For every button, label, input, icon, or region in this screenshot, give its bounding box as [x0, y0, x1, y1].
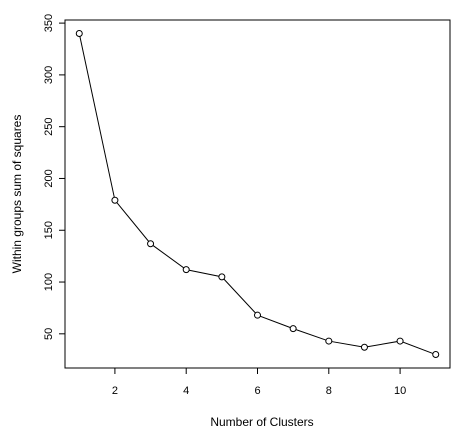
- data-point: [218, 273, 226, 281]
- y-tick-label: 200: [43, 169, 55, 187]
- x-axis-title: Number of Clusters: [210, 415, 313, 429]
- x-tick-label: 10: [394, 385, 406, 397]
- data-point: [432, 351, 440, 359]
- y-tick-label: 50: [43, 328, 55, 340]
- data-points: [75, 29, 440, 359]
- data-point: [75, 29, 83, 37]
- data-point: [396, 337, 404, 345]
- data-point: [182, 266, 190, 274]
- x-axis: 2 4 6 8 10: [112, 368, 406, 397]
- y-tick-label: 150: [43, 221, 55, 239]
- x-tick-label: 6: [254, 385, 260, 397]
- y-tick-label: 350: [43, 14, 55, 32]
- x-tick-label: 8: [326, 385, 332, 397]
- x-tick-label: 4: [183, 385, 189, 397]
- series-line: [78, 33, 436, 356]
- y-tick-label: 250: [43, 117, 55, 135]
- data-point: [325, 337, 333, 345]
- y-tick-label: 100: [43, 273, 55, 291]
- data-point: [254, 311, 261, 319]
- y-tick-label: 300: [43, 66, 55, 84]
- data-point: [111, 196, 119, 204]
- data-point: [360, 343, 368, 351]
- x-tick-label: 2: [112, 385, 118, 397]
- data-point: [289, 325, 297, 333]
- y-axis: 50 100 150 200 250 300 350: [43, 14, 65, 340]
- y-axis-title: Within groups sum of squares: [10, 115, 24, 274]
- data-point: [147, 240, 155, 248]
